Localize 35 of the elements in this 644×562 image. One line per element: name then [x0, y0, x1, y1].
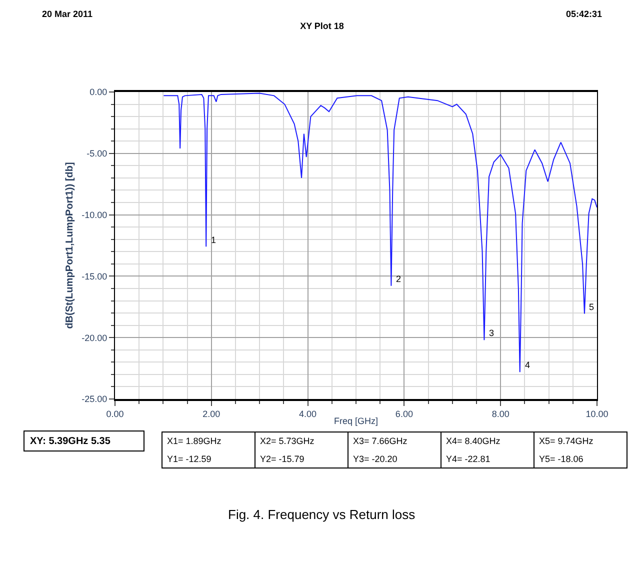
x-tick-label: 0.00: [106, 408, 124, 419]
y-tick-label: -20.00: [82, 332, 108, 343]
text: X5= 9.74GHz: [539, 436, 594, 446]
x-axis-title: Freq [GHz]: [334, 416, 378, 426]
text: Y5= -18.06: [539, 454, 584, 464]
text: X3= 7.66GHz: [353, 436, 408, 446]
text: XY: 5.39GHz 5.35: [30, 436, 111, 447]
text: Y2= -15.79: [260, 454, 304, 464]
y-tick-label: -5.00: [86, 148, 108, 159]
annotation: 2: [396, 274, 402, 284]
text: Y1= -12.59: [167, 454, 212, 464]
annotation: 4: [525, 360, 530, 370]
x-tick-label: 6.00: [395, 408, 413, 419]
text: Y4= -22.81: [446, 454, 490, 464]
chart-title: XY Plot 18: [300, 21, 344, 32]
y-tick-label: 0.00: [90, 87, 108, 98]
caption: Fig. 4. Frequency vs Return loss: [228, 507, 416, 522]
text: Y3= -20.20: [353, 454, 398, 464]
y-tick-label: -15.00: [82, 271, 108, 282]
y-axis-title: dB(St(LumpPort1,LumpPort1)) [db]: [64, 162, 76, 329]
text: X1= 1.89GHz: [167, 436, 222, 446]
x-tick-label: 2.00: [202, 408, 220, 419]
annotation: 5: [589, 302, 594, 312]
y-tick-label: -25.00: [82, 394, 108, 404]
text: 20 Mar 2011: [42, 9, 93, 19]
text: X2= 5.73GHz: [260, 436, 315, 446]
x-tick-label: 8.00: [492, 408, 510, 419]
annotation: 3: [489, 328, 494, 338]
text: 05:42:31: [566, 9, 602, 19]
text: X4= 8.40GHz: [446, 436, 501, 446]
x-tick-label: 10.00: [586, 408, 608, 419]
line-series: [163, 92, 597, 373]
annotation: 1: [211, 235, 216, 245]
y-tick-label: -10.00: [82, 210, 108, 220]
x-tick-label: 4.00: [299, 408, 317, 419]
